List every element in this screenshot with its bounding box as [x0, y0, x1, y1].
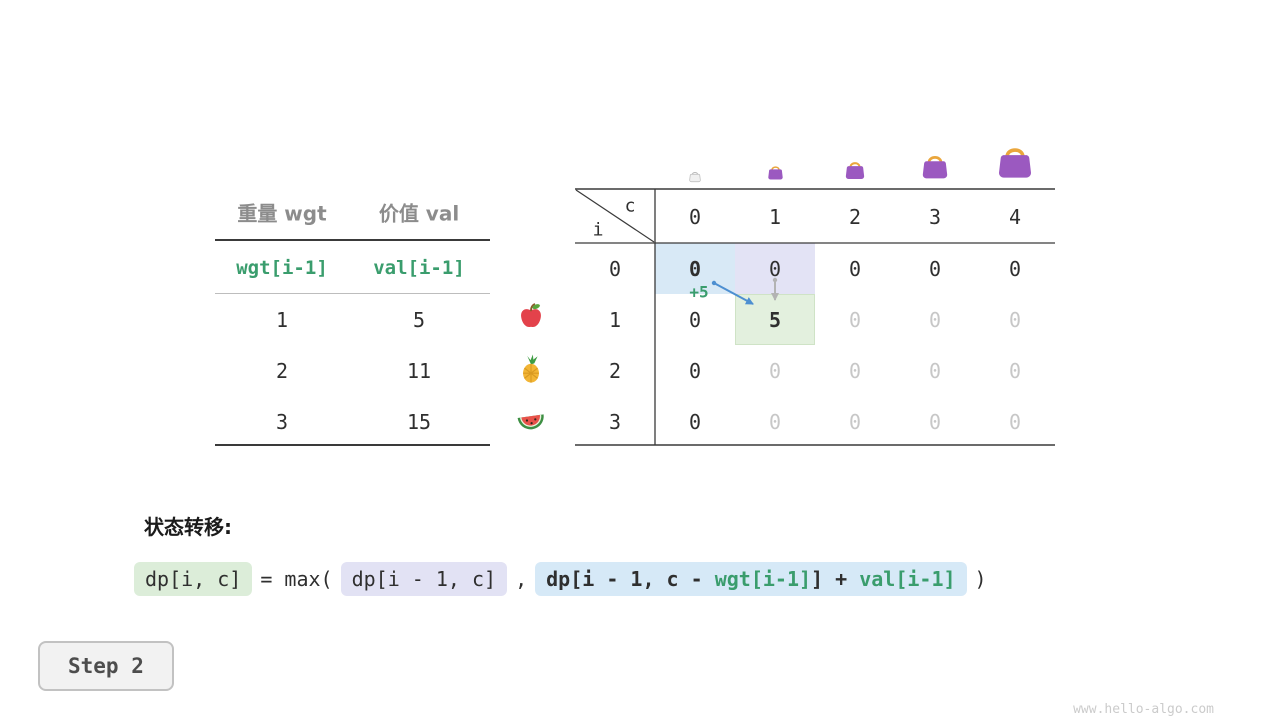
items-table-var-rule [215, 293, 490, 294]
dp-cell-0-2: 0 [848, 257, 862, 281]
dp-cell-highlight-prev-col0 [655, 243, 735, 294]
arrow-add-value-label: +5 [689, 282, 709, 302]
dp-cell-1-1: 5 [768, 308, 782, 332]
formula-operator: = max( [260, 567, 333, 591]
watermelon-icon [515, 404, 547, 438]
dp-cell-1-0: 0 [688, 308, 702, 332]
dp-cell-3-3: 0 [928, 410, 942, 434]
dp-row-header-1: 1 [608, 308, 622, 332]
dp-cell-0-3: 0 [928, 257, 942, 281]
bag-icon-capacity-0 [688, 168, 702, 187]
site-watermark: www.hello-algo.com [1073, 702, 1214, 717]
item-2-value: 11 [406, 359, 432, 383]
items-table-header-rule [215, 239, 490, 241]
dp-cell-0-4: 0 [1008, 257, 1022, 281]
step-badge: Step 2 [38, 641, 174, 691]
formula-option1-chip: dp[i - 1, c] [340, 562, 508, 596]
item-3-weight: 3 [275, 410, 289, 434]
bag-icon-capacity-4 [994, 143, 1036, 185]
bag-icon-capacity-1 [766, 164, 785, 185]
formula-option2-wgt-term: wgt[i-1] [714, 567, 812, 591]
dp-cell-1-3: 0 [928, 308, 942, 332]
wgt-var-label: wgt[i-1] [236, 257, 328, 279]
formula-closing: ) [974, 567, 987, 591]
transition-heading: 状态转移: [144, 515, 232, 539]
items-table-bottom-rule [215, 444, 490, 446]
items-col-value-header: 价值 val [378, 201, 460, 226]
item-1-weight: 1 [275, 308, 289, 332]
dp-cell-3-0: 0 [688, 410, 702, 434]
dp-cell-1-2: 0 [848, 308, 862, 332]
dp-cell-1-4: 0 [1008, 308, 1022, 332]
formula-option2-middle: ] + [811, 567, 860, 591]
dp-cell-3-1: 0 [768, 410, 782, 434]
formula-separator: , [515, 567, 528, 591]
dp-cell-2-1: 0 [768, 359, 782, 383]
dp-cell-3-2: 0 [848, 410, 862, 434]
dp-cell-3-4: 0 [1008, 410, 1022, 434]
dp-row-header-3: 3 [608, 410, 622, 434]
dp-cell-2-2: 0 [848, 359, 862, 383]
dp-cell-0-1: 0 [768, 257, 782, 281]
dp-row-header-2: 2 [608, 359, 622, 383]
pineapple-icon [516, 354, 546, 388]
dp-cell-2-4: 0 [1008, 359, 1022, 383]
apple-icon [516, 301, 546, 335]
formula-option2-prefix: dp[i - 1, c - [546, 567, 715, 591]
dp-row-header-0: 0 [608, 257, 622, 281]
dp-cell-0-0: 0 [688, 257, 702, 281]
item-3-value: 15 [406, 410, 432, 434]
dp-corner-col-label: c [624, 195, 636, 217]
dp-col-header-4: 4 [1008, 205, 1022, 229]
bag-icon-capacity-2 [843, 159, 867, 185]
formula-option2-val-term: val[i-1] [859, 567, 956, 591]
bag-icon-capacity-3 [919, 152, 951, 185]
formula-option2-chip: dp[i - 1, c - wgt[i-1] ] + val[i-1] [535, 562, 967, 596]
items-col-weight-header: 重量 wgt [237, 201, 327, 226]
transition-formula: dp[i, c] = max( dp[i - 1, c] , dp[i - 1,… [134, 562, 987, 596]
dp-corner-row-label: i [592, 219, 604, 241]
step-badge-label: Step 2 [68, 654, 144, 678]
dp-col-header-0: 0 [688, 205, 702, 229]
formula-lhs-chip: dp[i, c] [134, 562, 253, 596]
dp-table-grid-lines [575, 188, 1055, 446]
dp-col-header-1: 1 [768, 205, 782, 229]
dp-col-header-3: 3 [928, 205, 942, 229]
val-var-label: val[i-1] [373, 257, 465, 279]
dp-cell-2-0: 0 [688, 359, 702, 383]
dp-col-header-2: 2 [848, 205, 862, 229]
dp-transition-arrows [711, 277, 779, 305]
item-1-value: 5 [412, 308, 426, 332]
item-2-weight: 2 [275, 359, 289, 383]
dp-cell-2-3: 0 [928, 359, 942, 383]
